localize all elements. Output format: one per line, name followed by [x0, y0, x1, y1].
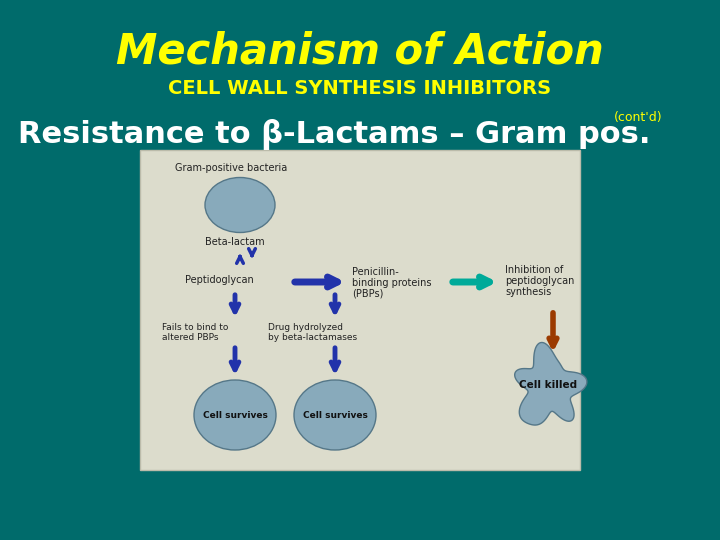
Text: synthesis: synthesis: [505, 287, 552, 297]
Text: Mechanism of Action: Mechanism of Action: [116, 31, 604, 73]
Text: Cell survives: Cell survives: [202, 410, 267, 420]
Text: (cont'd): (cont'd): [614, 111, 662, 125]
Text: Cell killed: Cell killed: [519, 380, 577, 390]
Text: altered PBPs: altered PBPs: [162, 333, 218, 341]
Ellipse shape: [294, 380, 376, 450]
Ellipse shape: [205, 178, 275, 233]
Text: Penicillin-: Penicillin-: [352, 267, 399, 277]
Text: Drug hydrolyzed: Drug hydrolyzed: [268, 322, 343, 332]
Text: CELL WALL SYNTHESIS INHIBITORS: CELL WALL SYNTHESIS INHIBITORS: [168, 78, 552, 98]
Text: Cell survives: Cell survives: [302, 410, 367, 420]
FancyBboxPatch shape: [140, 150, 580, 470]
Text: binding proteins: binding proteins: [352, 278, 431, 288]
Text: Beta-lactam: Beta-lactam: [205, 237, 265, 247]
Text: Resistance to β-Lactams – Gram pos.: Resistance to β-Lactams – Gram pos.: [18, 119, 650, 151]
Text: by beta-lactamases: by beta-lactamases: [268, 333, 357, 341]
Ellipse shape: [194, 380, 276, 450]
Text: Inhibition of: Inhibition of: [505, 265, 563, 275]
Text: Fails to bind to: Fails to bind to: [162, 322, 228, 332]
Text: Peptidoglycan: Peptidoglycan: [185, 275, 253, 285]
Text: (PBPs): (PBPs): [352, 289, 383, 299]
Text: peptidoglycan: peptidoglycan: [505, 276, 575, 286]
Text: Gram-positive bacteria: Gram-positive bacteria: [175, 163, 287, 173]
Polygon shape: [515, 342, 587, 425]
